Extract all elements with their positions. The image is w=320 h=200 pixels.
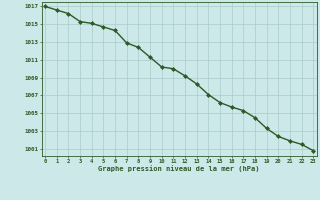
- X-axis label: Graphe pression niveau de la mer (hPa): Graphe pression niveau de la mer (hPa): [99, 165, 260, 172]
